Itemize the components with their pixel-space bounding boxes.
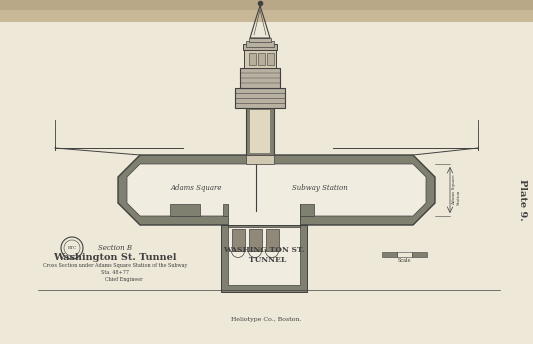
Text: Adams Square
Station: Adams Square Station	[452, 175, 461, 205]
Text: Cross Section under Adams Square Station of the Subway: Cross Section under Adams Square Station…	[43, 264, 187, 269]
Bar	[267, 53, 274, 65]
Bar	[249, 38, 271, 42]
Text: Adams Square: Adams Square	[170, 184, 222, 192]
Text: Section B: Section B	[98, 244, 132, 252]
Bar	[258, 53, 265, 65]
Bar	[223, 204, 241, 216]
Bar	[0, 0, 533, 22]
Bar	[221, 225, 307, 292]
Bar	[382, 252, 397, 257]
Text: Chief Engineer: Chief Engineer	[105, 278, 142, 282]
Polygon shape	[127, 164, 426, 216]
Bar	[249, 229, 262, 251]
Text: Scale: Scale	[397, 258, 411, 264]
Bar	[246, 108, 274, 155]
Bar	[228, 204, 300, 225]
Bar	[243, 44, 277, 50]
Bar	[228, 227, 300, 285]
Bar	[240, 68, 280, 88]
Bar	[397, 252, 412, 257]
Text: WASHING TON ST.
   TUNNEL: WASHING TON ST. TUNNEL	[223, 246, 305, 264]
Bar	[266, 229, 279, 251]
Bar	[412, 252, 427, 257]
Text: BTC: BTC	[68, 246, 77, 250]
Text: Plate 9.: Plate 9.	[518, 179, 527, 221]
Polygon shape	[118, 155, 435, 225]
Bar	[232, 229, 245, 251]
Bar	[244, 50, 276, 68]
Text: Sta. 48+77: Sta. 48+77	[101, 270, 129, 276]
Bar	[246, 41, 274, 47]
Bar	[0, 0, 533, 10]
Bar	[246, 155, 274, 164]
Bar	[292, 204, 314, 216]
Text: Subway Station: Subway Station	[292, 184, 348, 192]
Bar	[249, 53, 256, 65]
Bar	[170, 204, 200, 216]
Text: Washington St. Tunnel: Washington St. Tunnel	[53, 252, 177, 261]
Bar	[235, 88, 285, 108]
Text: Heliotype Co., Boston.: Heliotype Co., Boston.	[231, 318, 301, 323]
Bar	[250, 110, 270, 153]
